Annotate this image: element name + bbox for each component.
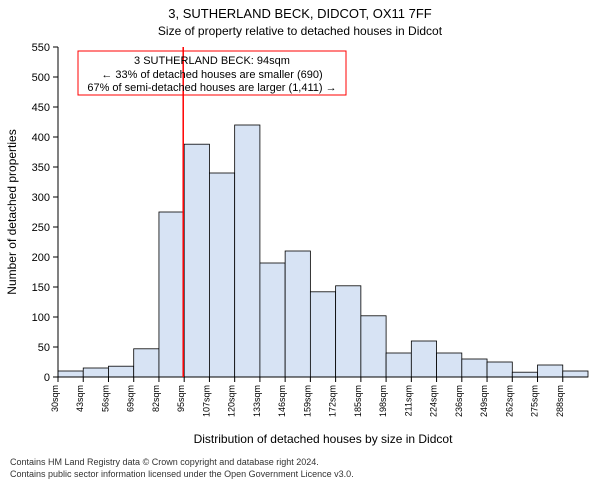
footer: Contains HM Land Registry data © Crown c… bbox=[0, 453, 600, 480]
bar bbox=[462, 359, 487, 377]
x-tick-label: 224sqm bbox=[429, 385, 439, 417]
bar bbox=[285, 251, 310, 377]
bar bbox=[411, 341, 436, 377]
bar bbox=[58, 371, 83, 377]
bar bbox=[487, 362, 512, 377]
histogram-svg: 0 50 100 150 200 250 300 350 400 450 500 550 30sqm 43… bbox=[0, 43, 600, 453]
annotation-line: ← 33% of detached houses are smaller (69… bbox=[101, 69, 322, 81]
x-tick-label: 120sqm bbox=[227, 385, 237, 417]
bar bbox=[437, 353, 462, 377]
x-tick-label: 288sqm bbox=[555, 385, 565, 417]
bar bbox=[361, 316, 386, 377]
y-tick-label: 500 bbox=[32, 72, 50, 84]
bar bbox=[512, 373, 537, 378]
bar bbox=[134, 349, 159, 377]
y-tick-label: 300 bbox=[32, 192, 50, 204]
y-tick-label: 450 bbox=[32, 102, 50, 114]
bar bbox=[310, 292, 335, 377]
x-tick-label: 133sqm bbox=[252, 385, 262, 417]
x-axis-title: Distribution of detached houses by size … bbox=[194, 432, 453, 446]
y-tick-label: 400 bbox=[32, 132, 50, 144]
x-tick-label: 146sqm bbox=[277, 385, 287, 417]
bar bbox=[209, 173, 234, 377]
bar bbox=[235, 125, 260, 377]
x-tick-label: 159sqm bbox=[302, 385, 312, 417]
bar bbox=[260, 263, 285, 377]
x-tick-label: 56sqm bbox=[100, 385, 110, 412]
bar bbox=[83, 368, 108, 377]
chart-area: 0 50 100 150 200 250 300 350 400 450 500 550 30sqm 43… bbox=[0, 43, 600, 453]
annotation-line: 3 SUTHERLAND BECK: 94sqm bbox=[134, 55, 290, 67]
bar bbox=[563, 371, 588, 377]
bar bbox=[159, 212, 184, 377]
x-tick-label: 262sqm bbox=[504, 385, 514, 417]
x-tick-label: 30sqm bbox=[50, 385, 60, 412]
y-tick-label: 50 bbox=[38, 342, 50, 354]
bar bbox=[336, 286, 361, 377]
x-tick-label: 43sqm bbox=[75, 385, 85, 412]
x-tick-label: 107sqm bbox=[201, 385, 211, 417]
footer-line-2: Contains public sector information licen… bbox=[10, 469, 600, 480]
x-tick-label: 185sqm bbox=[353, 385, 363, 417]
x-tick-label: 69sqm bbox=[126, 385, 136, 412]
y-tick-label: 350 bbox=[32, 162, 50, 174]
x-tick-label: 275sqm bbox=[530, 385, 540, 417]
x-tick-label: 172sqm bbox=[328, 385, 338, 417]
bar bbox=[538, 365, 563, 377]
y-tick-label: 100 bbox=[32, 312, 50, 324]
chart-title: 3, SUTHERLAND BECK, DIDCOT, OX11 7FF bbox=[0, 0, 600, 23]
footer-line-1: Contains HM Land Registry data © Crown c… bbox=[10, 457, 600, 468]
y-tick-label: 550 bbox=[32, 43, 50, 54]
annotation-line: 67% of semi-detached houses are larger (… bbox=[87, 82, 336, 94]
x-tick-label: 211sqm bbox=[403, 385, 413, 416]
y-tick-label: 150 bbox=[32, 282, 50, 294]
y-tick-label: 0 bbox=[44, 372, 50, 384]
y-tick-label: 250 bbox=[32, 222, 50, 234]
y-axis-title: Number of detached properties bbox=[5, 130, 19, 295]
chart-subtitle: Size of property relative to detached ho… bbox=[0, 23, 600, 44]
y-tick-label: 200 bbox=[32, 252, 50, 264]
x-tick-label: 82sqm bbox=[151, 385, 161, 412]
x-tick-label: 95sqm bbox=[176, 385, 186, 412]
bar bbox=[386, 353, 411, 377]
x-tick-label: 249sqm bbox=[479, 385, 489, 417]
bar bbox=[184, 145, 209, 378]
x-tick-label: 198sqm bbox=[378, 385, 388, 417]
bar bbox=[108, 367, 133, 378]
x-tick-label: 236sqm bbox=[454, 385, 464, 417]
